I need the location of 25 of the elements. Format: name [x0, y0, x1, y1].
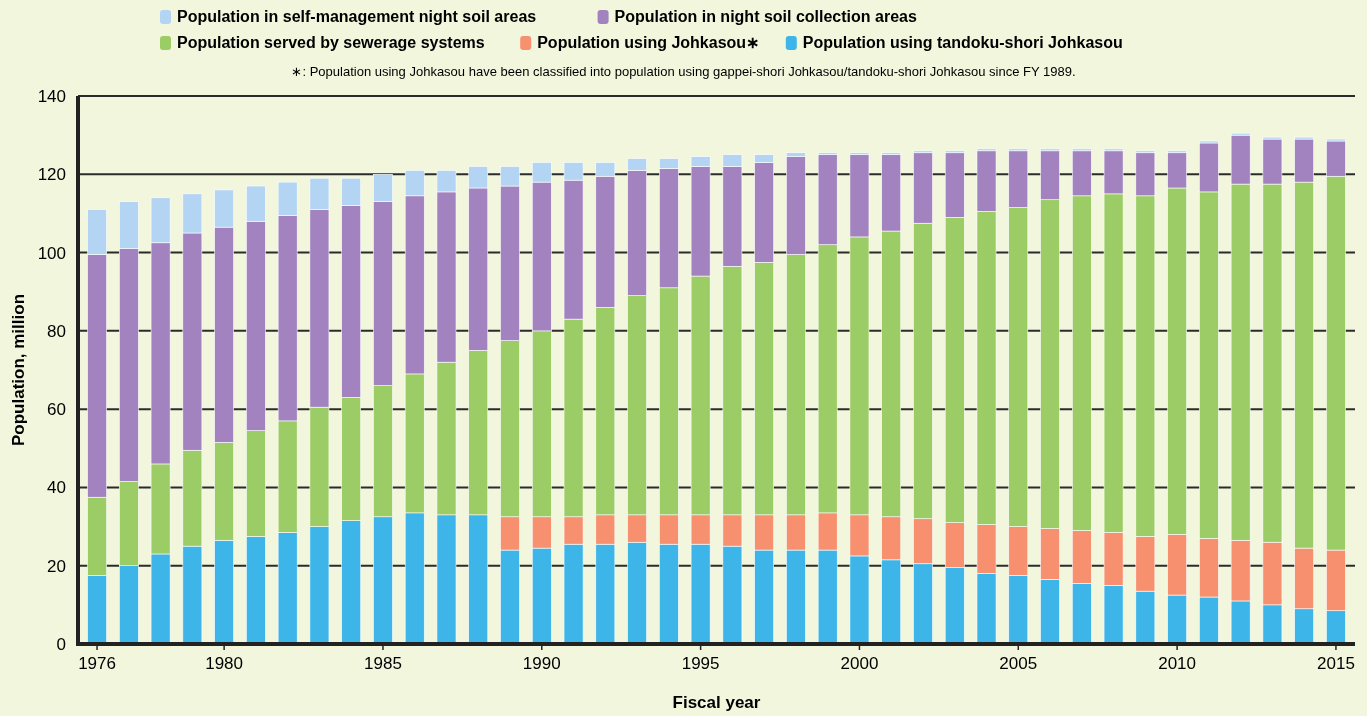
x-axis-title: Fiscal year	[672, 693, 761, 712]
y-tick-label: 60	[47, 400, 66, 420]
x-tick-label: 1976	[78, 654, 116, 673]
legend-label: Population using Johkasou∗	[537, 34, 760, 51]
legend-label: Population in self-management night soil areas	[177, 8, 537, 25]
x-tick-label: 1985	[364, 654, 402, 673]
y-tick-label: 80	[47, 321, 66, 341]
x-tick-label: 2015	[1317, 654, 1355, 673]
legend-label: Population served by sewerage systems	[177, 34, 485, 51]
y-tick-label: 100	[37, 243, 66, 263]
legend-label: Population in night soil collection areas	[614, 8, 917, 25]
y-axis-title: Population, million	[9, 293, 28, 447]
legend-label: Population using tandoku-shori Johkasou	[802, 34, 1123, 51]
x-tick-label: 2010	[1158, 654, 1197, 673]
x-tick-label: 2000	[840, 654, 879, 673]
y-tick-label: 40	[47, 478, 66, 498]
y-tick-label: 0	[56, 634, 66, 654]
y-tick-label: 120	[37, 165, 66, 185]
x-tick-label: 2005	[999, 654, 1038, 673]
y-tick-label: 20	[47, 556, 66, 576]
text: ∗: Population using Johkasou have been classified into population using gappei-shori Johkasou/tandoku-shori Johkasou since FY 1989.	[291, 64, 1076, 79]
x-tick-label: 1980	[205, 654, 244, 673]
x-tick-label: 1990	[522, 654, 561, 673]
x-tick-label: 1995	[681, 654, 720, 673]
y-tick-label: 140	[37, 86, 66, 106]
